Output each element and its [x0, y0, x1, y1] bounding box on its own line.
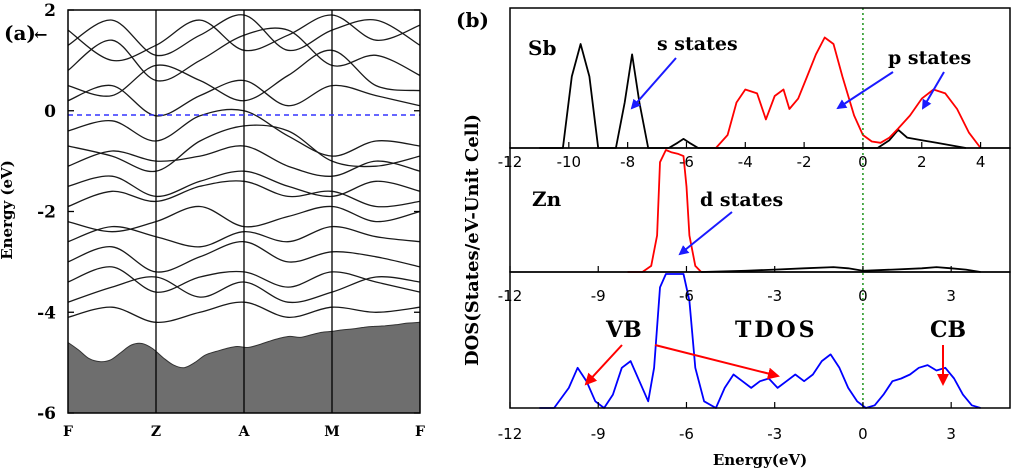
- y-tick-label: 0: [44, 102, 56, 122]
- sb-x-tick-label: 0: [858, 153, 868, 171]
- vb-arrow-left: [584, 344, 623, 386]
- panel-b-label: (b): [456, 8, 489, 32]
- sb-x-tick-label: -12: [498, 153, 523, 171]
- sb-p-curve: [715, 36, 982, 149]
- zn-x-tick-label: -3: [767, 287, 782, 305]
- tdos-annotation: TDOS: [735, 317, 818, 343]
- tdos-x-tick-label: -9: [591, 425, 606, 443]
- s-states-annotation: s states: [657, 33, 738, 55]
- kpoint-label: F: [63, 424, 73, 440]
- sb-x-tick-label: 4: [976, 153, 986, 171]
- tdos-x-tick-label: -12: [498, 425, 523, 443]
- zn-x-tick-label: -12: [498, 287, 523, 305]
- vb-annotation: VB: [605, 317, 642, 343]
- kpoint-label: F: [415, 424, 425, 440]
- sb-x-tick-label: -6: [679, 153, 694, 171]
- p-states-arrow-right: [921, 71, 945, 110]
- s-states-arrow: [630, 57, 677, 110]
- tdos-x-tick-label: 3: [946, 425, 956, 443]
- tdos-x-tick-label: 0: [858, 425, 868, 443]
- y-tick-label: -4: [37, 303, 56, 323]
- cb-annotation: CB: [930, 317, 966, 343]
- zn-x-tick-label: -6: [679, 287, 694, 305]
- tdos-TDOS-curve: [539, 273, 981, 409]
- sb-x-tick-label: -10: [557, 153, 582, 171]
- kpoint-label: Z: [151, 424, 161, 440]
- y-tick-label: -6: [37, 404, 56, 424]
- sb-x-tick-label: -4: [738, 153, 753, 171]
- y-tick-label: -2: [37, 203, 56, 223]
- dos-x-axis-label: Energy(eV): [713, 451, 807, 469]
- sb-s-curve: [539, 43, 967, 149]
- sb-panel-name: Sb: [528, 36, 556, 60]
- sb-subpanel-frame: [509, 7, 1011, 149]
- zn-x-tick-label: 3: [946, 287, 956, 305]
- zn-d-curve: [627, 149, 702, 273]
- band-structure-panel: (a) ← Energy (eV) 2 0 -2 -4 -6 F Z A M F: [0, 1, 425, 440]
- panel-a-label: (a): [4, 21, 36, 45]
- vb-arrow-right: [654, 344, 780, 380]
- kpoint-label: M: [324, 424, 340, 440]
- d-states-arrow: [678, 211, 733, 256]
- zn-x-tick-label: -9: [591, 287, 606, 305]
- zn-panel-name: Zn: [532, 187, 562, 211]
- p-states-annotation: p states: [888, 47, 971, 69]
- tdos-x-tick-label: -3: [767, 425, 782, 443]
- tdos-subpanel-frame: [509, 271, 1011, 409]
- sb-x-tick-label: 2: [917, 153, 927, 171]
- p-states-arrow-left: [836, 71, 894, 110]
- d-states-annotation: d states: [700, 189, 783, 211]
- tdos-x-tick-label: -6: [679, 425, 694, 443]
- zn-x-tick-label: 0: [858, 287, 868, 305]
- y-tick-label: 2: [44, 1, 56, 21]
- dos-y-axis-label: DOS(States/eV-Unit Cell): [462, 114, 483, 366]
- band-y-axis-label: Energy (eV): [0, 160, 16, 260]
- sb-x-tick-label: -8: [620, 153, 635, 171]
- fermi-arrow-marker: ←: [34, 25, 47, 44]
- dos-panel: (b) DOS(States/eV-Unit Cell) Energy(eV) …: [456, 7, 1011, 469]
- sb-x-tick-label: -2: [797, 153, 812, 171]
- kpoint-label: A: [238, 424, 251, 440]
